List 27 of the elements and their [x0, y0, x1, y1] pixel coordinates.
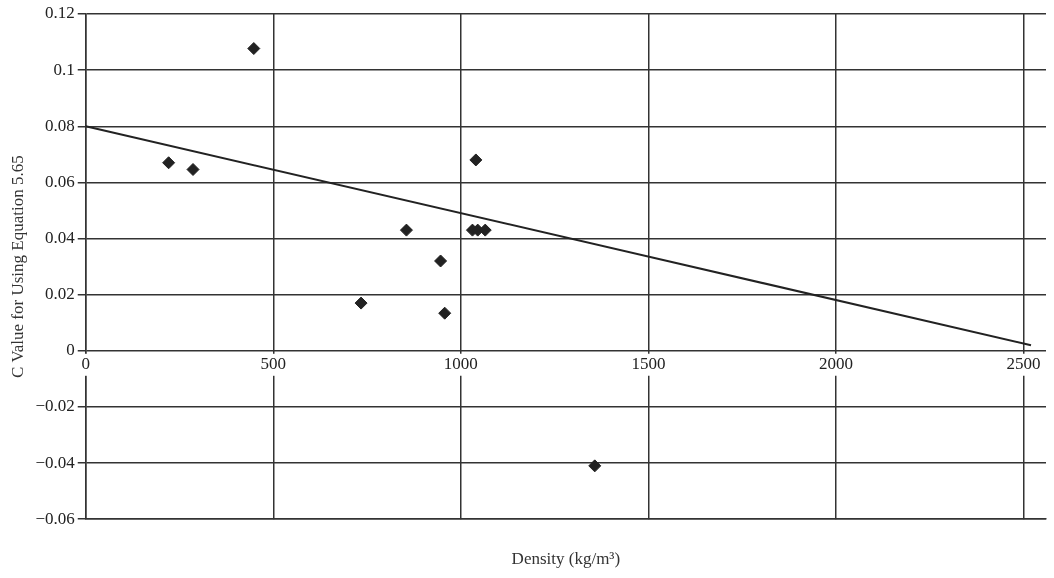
x-tick-label: 1500 — [631, 353, 666, 373]
x-tick-label: 0 — [81, 353, 90, 373]
point — [186, 162, 200, 176]
y-axis-title: C Value for Using Equation 5.65 — [7, 155, 27, 378]
y-tick-label: 0 — [66, 340, 75, 360]
y-tick-label: −0.02 — [35, 396, 75, 416]
y-tick-label: 0.1 — [53, 59, 75, 79]
x-tick-label: 500 — [260, 353, 287, 373]
y-tick-label: −0.06 — [35, 508, 75, 528]
y-tick-label: 0.06 — [44, 171, 75, 191]
x-tick-label: 2000 — [818, 353, 853, 373]
x-axis-title: Density (kg/m³) — [511, 549, 621, 569]
point — [162, 156, 176, 170]
point — [469, 153, 483, 167]
point — [588, 459, 602, 473]
y-tick-label: 0.12 — [44, 3, 75, 23]
y-tick-label: 0.04 — [44, 228, 76, 247]
point — [399, 223, 413, 237]
y-tick-label: −0.04 — [35, 452, 76, 472]
point — [354, 296, 368, 310]
point — [247, 42, 261, 56]
x-tick-label: 1000 — [443, 353, 478, 373]
x-tick-label: 2500 — [1006, 353, 1041, 373]
point — [434, 254, 448, 268]
y-tick-label: 0.02 — [44, 284, 75, 304]
point — [438, 306, 452, 320]
y-tick-label: 0.08 — [44, 115, 75, 135]
